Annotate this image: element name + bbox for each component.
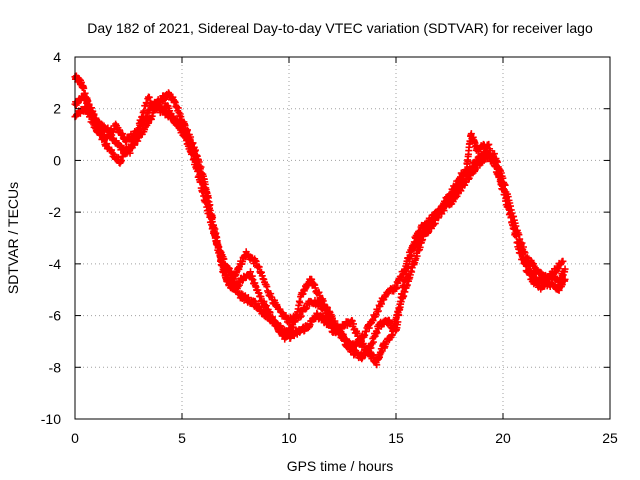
data-point bbox=[189, 149, 197, 157]
data-point bbox=[408, 251, 416, 259]
data-point bbox=[512, 232, 520, 240]
x-tick-label: 10 bbox=[281, 430, 297, 446]
chart-title: Day 182 of 2021, Sidereal Day-to-day VTE… bbox=[87, 20, 593, 36]
series-track-3 bbox=[71, 93, 567, 369]
y-tick-label: -10 bbox=[41, 411, 61, 427]
y-tick-label: -4 bbox=[49, 256, 62, 272]
data-point bbox=[296, 299, 304, 307]
data-point bbox=[194, 167, 202, 175]
data-point bbox=[510, 224, 518, 232]
data-point bbox=[220, 255, 228, 263]
x-tick-label: 15 bbox=[388, 430, 404, 446]
data-point bbox=[197, 178, 205, 186]
x-tick-label: 5 bbox=[178, 430, 186, 446]
y-tick-label: -8 bbox=[49, 359, 62, 375]
data-point bbox=[403, 281, 411, 289]
x-axis-label: GPS time / hours bbox=[287, 458, 394, 474]
data-point bbox=[86, 111, 94, 119]
data-point bbox=[561, 275, 569, 283]
data-point bbox=[561, 265, 569, 273]
data-point bbox=[308, 275, 316, 283]
y-tick-label: 0 bbox=[53, 152, 61, 168]
y-axis-label: SDTVAR / TECUs bbox=[5, 182, 21, 294]
data-points bbox=[71, 72, 569, 369]
data-point bbox=[517, 250, 525, 257]
data-point bbox=[501, 191, 509, 199]
data-point bbox=[373, 329, 381, 337]
data-point bbox=[431, 219, 439, 227]
y-tick-label: 4 bbox=[53, 49, 61, 65]
data-point bbox=[405, 262, 413, 270]
x-tick-label: 0 bbox=[71, 430, 79, 446]
y-tick-label: 2 bbox=[53, 101, 61, 117]
y-tick-label: -6 bbox=[49, 308, 62, 324]
data-point bbox=[88, 104, 96, 112]
data-point bbox=[393, 285, 401, 293]
data-point bbox=[209, 222, 217, 230]
data-point bbox=[434, 214, 442, 222]
x-tick-label: 25 bbox=[602, 430, 618, 446]
x-tick-label: 20 bbox=[495, 430, 511, 446]
data-point bbox=[521, 260, 529, 268]
data-point bbox=[559, 257, 567, 265]
data-point bbox=[505, 203, 513, 211]
y-tick-label: -2 bbox=[49, 204, 62, 220]
plot-frame bbox=[74, 56, 611, 420]
data-point bbox=[135, 126, 143, 134]
